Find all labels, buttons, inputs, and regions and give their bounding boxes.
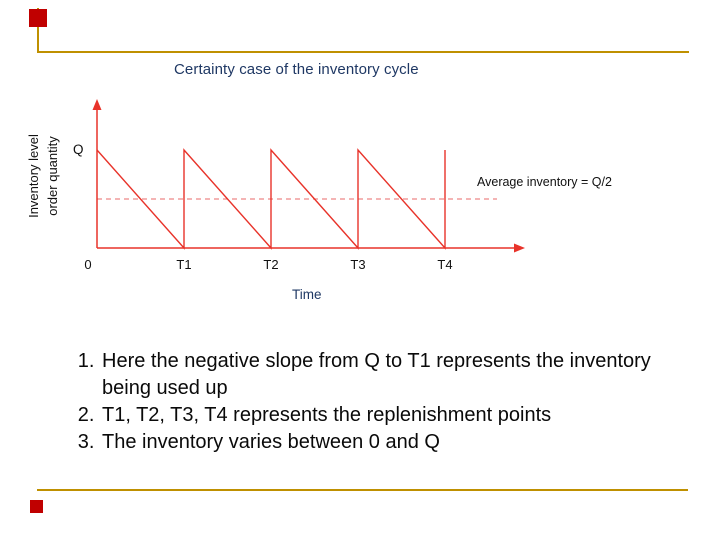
frame-line-vertical	[37, 8, 39, 53]
note-item: T1, T2, T3, T4 represents the replenishm…	[100, 402, 670, 429]
note-item: The inventory varies between 0 and Q	[100, 429, 670, 456]
q-level-label: Q	[73, 142, 84, 157]
x-axis-title: Time	[292, 287, 322, 302]
frame-line-bottom	[37, 489, 688, 491]
x-tick-label: T3	[350, 257, 366, 272]
y-axis-label-line2: order quantity	[45, 136, 60, 216]
x-tick-label: T2	[263, 257, 279, 272]
notes-list: Here the negative slope from Q to T1 rep…	[70, 348, 670, 456]
y-axis-label: Inventory level order quantity	[24, 128, 62, 224]
slide-title: Certainty case of the inventory cycle	[174, 61, 419, 78]
bottom-accent-square	[30, 500, 43, 513]
x-tick-label: 0	[84, 257, 92, 272]
top-accent-square	[29, 9, 47, 27]
note-item: Here the negative slope from Q to T1 rep…	[100, 348, 670, 402]
average-inventory-label: Average inventory = Q/2	[477, 175, 612, 189]
x-tick-label: T1	[176, 257, 192, 272]
frame-line-top	[37, 51, 689, 53]
x-tick-label: T4	[437, 257, 453, 272]
y-axis-label-line1: Inventory level	[26, 134, 41, 218]
